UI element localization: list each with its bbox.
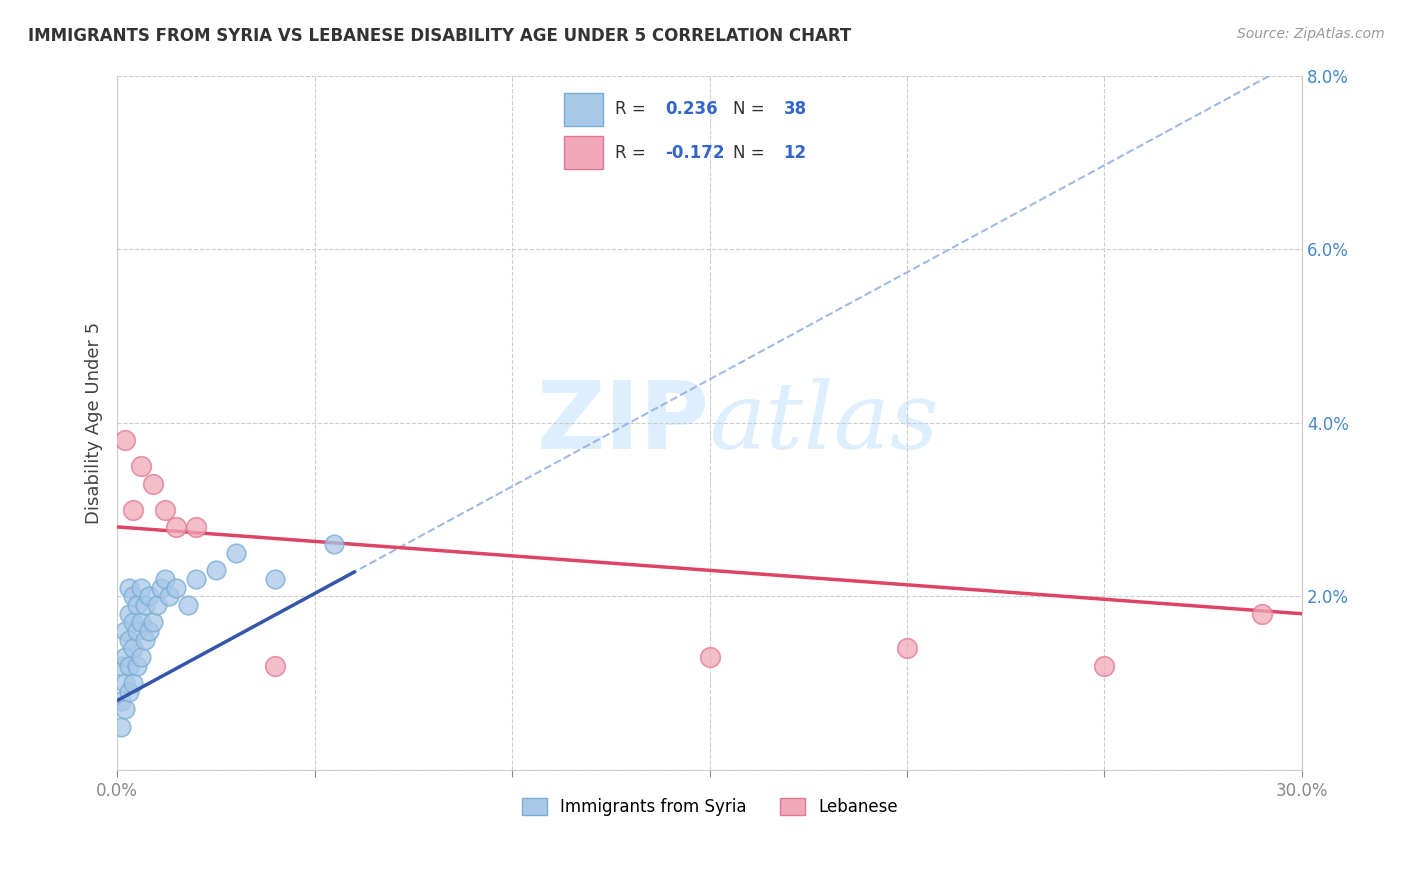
Point: [699, 650, 721, 665]
Point: [110, 693, 132, 707]
Point: [134, 598, 156, 612]
Point: [165, 581, 187, 595]
Point: [142, 615, 165, 630]
Point: [114, 624, 136, 639]
Point: [114, 702, 136, 716]
Point: [323, 537, 346, 551]
Point: [122, 502, 145, 516]
Y-axis label: Disability Age Under 5: Disability Age Under 5: [86, 322, 103, 524]
Point: [125, 624, 148, 639]
Point: [125, 598, 148, 612]
Text: IMMIGRANTS FROM SYRIA VS LEBANESE DISABILITY AGE UNDER 5 CORRELATION CHART: IMMIGRANTS FROM SYRIA VS LEBANESE DISABI…: [28, 27, 852, 45]
Point: [165, 520, 187, 534]
Point: [153, 572, 176, 586]
Point: [114, 676, 136, 690]
Point: [110, 658, 132, 673]
Legend: Immigrants from Syria, Lebanese: Immigrants from Syria, Lebanese: [513, 789, 905, 824]
Point: [138, 590, 160, 604]
Point: [129, 581, 152, 595]
Point: [110, 720, 132, 734]
Point: [157, 590, 180, 604]
Point: [1251, 607, 1274, 621]
Point: [186, 572, 208, 586]
Point: [142, 476, 165, 491]
Point: [264, 572, 287, 586]
Point: [149, 581, 172, 595]
Point: [186, 520, 208, 534]
Point: [129, 459, 152, 474]
Point: [1094, 658, 1116, 673]
Point: [125, 658, 148, 673]
Point: [118, 658, 141, 673]
Text: ZIP: ZIP: [537, 376, 710, 469]
Point: [896, 641, 918, 656]
Point: [138, 624, 160, 639]
Point: [114, 650, 136, 665]
Point: [122, 676, 145, 690]
Point: [177, 598, 200, 612]
Point: [118, 581, 141, 595]
Point: [225, 546, 247, 560]
Point: [134, 632, 156, 647]
Point: [122, 641, 145, 656]
Point: [205, 563, 228, 577]
Point: [145, 598, 167, 612]
Point: [118, 607, 141, 621]
Point: [122, 590, 145, 604]
Point: [114, 433, 136, 447]
Point: [122, 615, 145, 630]
Point: [129, 650, 152, 665]
Point: [118, 685, 141, 699]
Point: [118, 632, 141, 647]
Point: [129, 615, 152, 630]
Text: atlas: atlas: [710, 377, 939, 467]
Point: [153, 502, 176, 516]
Text: Source: ZipAtlas.com: Source: ZipAtlas.com: [1237, 27, 1385, 41]
Point: [264, 658, 287, 673]
